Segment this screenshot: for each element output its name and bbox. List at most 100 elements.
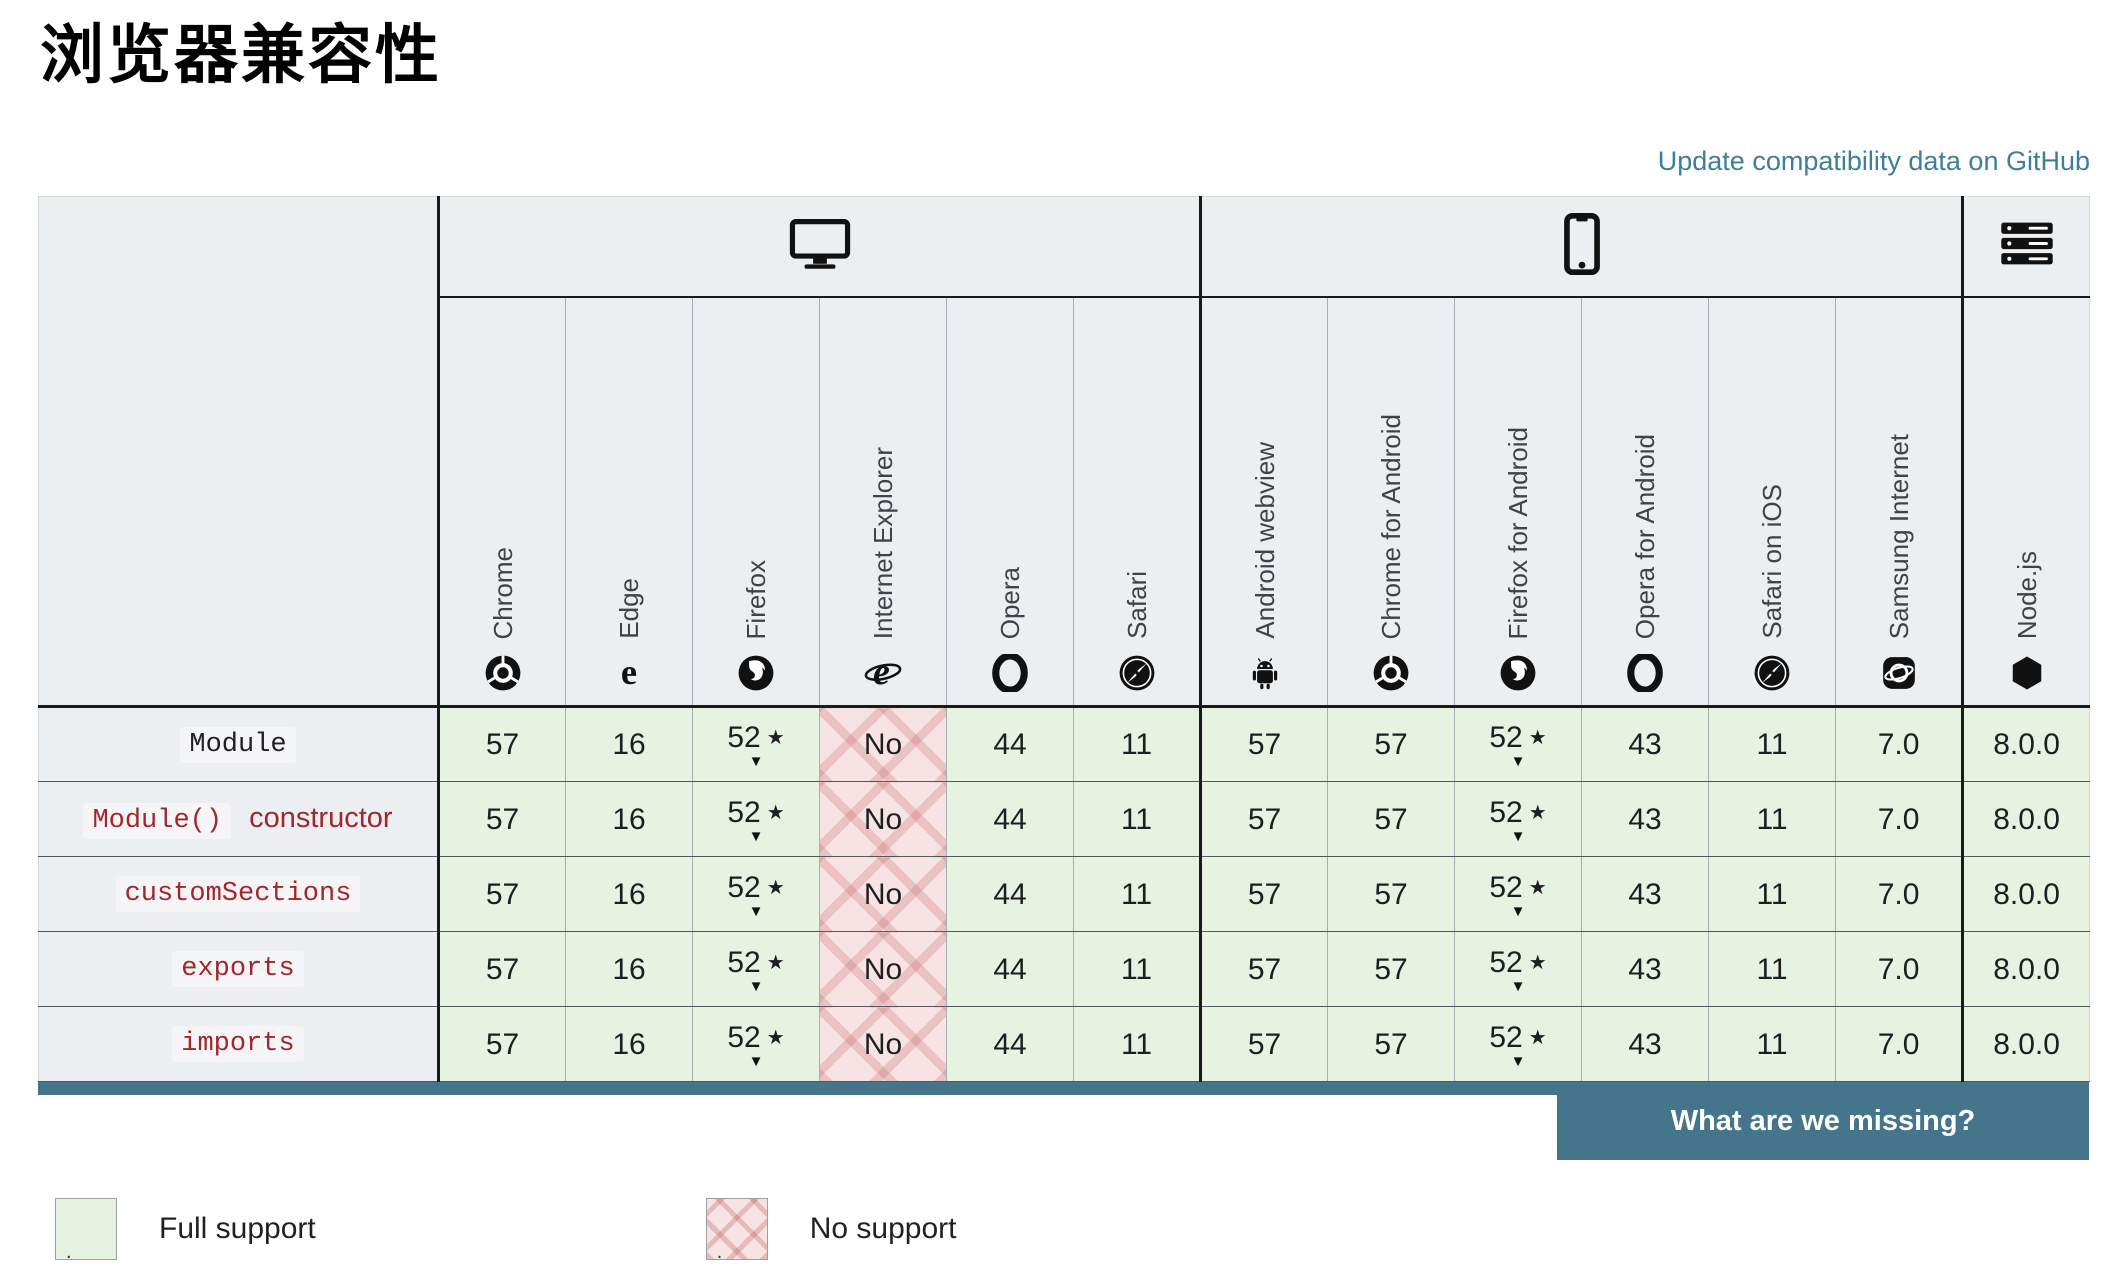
compat-cell-firefox-customsections[interactable]: 52 ★ ▼ <box>692 856 820 932</box>
chrome-icon <box>484 653 522 693</box>
compat-cell-firefox-module[interactable]: 52 ★ ▼ <box>692 781 820 857</box>
compat-cell-node-js-module: 8.0.0 <box>1961 706 2090 782</box>
compat-value: 16 <box>612 728 646 761</box>
compat-cell-samsung-internet-module: 7.0 <box>1835 781 1963 857</box>
browser-name-label: Chrome for Android <box>1376 413 1407 639</box>
note-indicator-icon: ▼ <box>1510 1052 1526 1070</box>
browser-name-label: Firefox for Android <box>1503 426 1534 639</box>
opera-icon <box>1626 653 1664 693</box>
compat-value: 44 <box>993 728 1027 761</box>
feature-row-module: Module 57 16 52 ★ ▼ No 44 11 57 57 52 ★ ▼ 43 11 7.0 8.0.0 <box>38 706 2090 782</box>
compat-cell-firefox-for-android-module[interactable]: 52 ★ ▼ <box>1454 706 1582 782</box>
compat-value: 44 <box>993 802 1027 836</box>
compat-value: No <box>863 877 903 911</box>
edge-icon: e <box>610 653 648 693</box>
compatibility-table-body: Module 57 16 52 ★ ▼ No 44 11 57 57 52 ★ ▼ 43 11 7.0 8.0.0… <box>38 706 2090 1082</box>
compat-cell-samsung-internet-imports: 7.0 <box>1835 1006 1963 1082</box>
compat-cell-internet-explorer-module: No <box>819 781 947 857</box>
browser-header-internet-explorer: Internet Explorer e <box>819 296 947 708</box>
compat-value: 57 <box>1374 952 1408 986</box>
no-support-swatch-icon: . <box>705 1198 768 1263</box>
compat-value: 16 <box>612 877 646 911</box>
compat-cell-firefox-for-android-exports[interactable]: 52 ★ ▼ <box>1454 931 1582 1007</box>
compat-value: 57 <box>1374 877 1408 911</box>
compat-value: 52 ★ <box>727 795 785 829</box>
compat-value: 8.0.0 <box>1993 728 2060 761</box>
compat-value: 57 <box>1374 802 1408 836</box>
compat-cell-chrome-for-android-module: 57 <box>1327 781 1455 857</box>
compat-cell-internet-explorer-customsections: No <box>819 856 947 932</box>
compat-cell-safari-module: 11 <box>1072 781 1201 857</box>
note-star-icon: ★ <box>1528 876 1547 899</box>
compat-cell-safari-on-ios-exports: 11 <box>1708 931 1836 1007</box>
feature-label-imports: imports <box>38 1006 439 1082</box>
note-indicator-icon: ▼ <box>1510 977 1526 995</box>
browser-name-label: Samsung Internet <box>1883 433 1914 639</box>
firefox-icon <box>1499 653 1537 693</box>
compat-cell-safari-on-ios-customsections: 11 <box>1708 856 1836 932</box>
compat-cell-firefox-module[interactable]: 52 ★ ▼ <box>692 706 820 782</box>
compat-value: 11 <box>1756 728 1788 761</box>
browser-name-label: Edge <box>614 578 644 639</box>
compat-cell-opera-for-android-module: 43 <box>1581 706 1709 782</box>
feature-code: exports <box>172 951 304 987</box>
compat-cell-internet-explorer-module: No <box>819 706 947 782</box>
compat-value: 7.0 <box>1877 802 1920 836</box>
compat-value: 8.0.0 <box>1993 952 2060 986</box>
compat-cell-android-webview-imports: 57 <box>1199 1006 1328 1082</box>
compat-value: 57 <box>1247 1027 1282 1061</box>
browser-header-opera-for-android: Opera for Android <box>1581 296 1709 708</box>
note-indicator-icon: ▼ <box>748 827 764 845</box>
compat-cell-safari-exports: 11 <box>1072 931 1201 1007</box>
compat-cell-chrome-customsections: 57 <box>437 856 566 932</box>
browser-header-row: Chrome Edge e Firefox Internet Explorer e Oper… <box>39 296 2090 708</box>
compat-value: 7.0 <box>1877 877 1920 911</box>
compat-cell-safari-module: 11 <box>1072 706 1201 782</box>
compat-cell-firefox-for-android-module[interactable]: 52 ★ ▼ <box>1454 781 1582 857</box>
legend-label: Full support <box>159 1212 316 1245</box>
compat-value: 52 ★ <box>1489 795 1547 829</box>
compatibility-table-container: Chrome Edge e Firefox Internet Explorer e Oper… <box>38 196 2091 1160</box>
note-star-icon: ★ <box>1528 1026 1547 1049</box>
note-indicator-icon: ▼ <box>1510 753 1526 770</box>
compat-cell-samsung-internet-exports: 7.0 <box>1835 931 1963 1007</box>
note-indicator-icon: ▼ <box>748 977 764 995</box>
compat-cell-firefox-for-android-imports[interactable]: 52 ★ ▼ <box>1454 1006 1582 1082</box>
compat-value: 11 <box>1120 1027 1153 1061</box>
browser-header-node-js: Node.js <box>1961 296 2090 708</box>
compat-value: 57 <box>485 728 520 761</box>
compat-cell-firefox-imports[interactable]: 52 ★ ▼ <box>692 1006 820 1082</box>
browser-header-opera: Opera <box>946 296 1074 708</box>
update-compat-data-link[interactable]: Update compatibility data on GitHub <box>1657 146 2090 176</box>
compat-cell-opera-exports: 44 <box>946 931 1074 1007</box>
page-title: 浏览器兼容性 <box>40 20 442 91</box>
compat-value: 11 <box>1756 1027 1788 1061</box>
platform-header-desktop <box>436 196 1201 298</box>
compat-value: 7.0 <box>1877 1027 1920 1061</box>
compat-value: 11 <box>1120 802 1153 836</box>
compat-cell-firefox-for-android-customsections[interactable]: 52 ★ ▼ <box>1454 856 1582 932</box>
what-are-we-missing-button[interactable]: What are we missing? <box>1557 1082 2089 1160</box>
feature-row-module: Module() constructor 57 16 52 ★ ▼ No 44 11 57 57 52… <box>38 781 2090 857</box>
compat-value: 43 <box>1628 952 1662 986</box>
swatch-mini-mark: . <box>716 1241 723 1263</box>
note-star-icon: ★ <box>766 1026 785 1049</box>
safari-icon <box>1753 653 1791 693</box>
compat-value: 7.0 <box>1877 728 1920 761</box>
browser-name-label: Internet Explorer <box>868 446 898 639</box>
compat-value: 57 <box>1247 952 1282 986</box>
browser-header-firefox-for-android: Firefox for Android <box>1454 296 1582 708</box>
compat-value: 52 ★ <box>727 945 785 979</box>
compat-value: 52 ★ <box>727 721 785 754</box>
browser-name-label: Opera for Android <box>1630 433 1661 639</box>
compat-cell-chrome-for-android-exports: 57 <box>1327 931 1455 1007</box>
browser-header-edge: Edge e <box>565 296 693 708</box>
compat-cell-chrome-for-android-module: 57 <box>1327 706 1455 782</box>
browser-header-android-webview: Android webview <box>1199 296 1328 708</box>
compat-value: No <box>863 952 903 986</box>
compat-cell-opera-for-android-customsections: 43 <box>1581 856 1709 932</box>
compat-cell-firefox-exports[interactable]: 52 ★ ▼ <box>692 931 820 1007</box>
compat-cell-samsung-internet-module: 7.0 <box>1835 706 1963 782</box>
compat-value: 8.0.0 <box>1993 802 2060 836</box>
compat-cell-opera-for-android-exports: 43 <box>1581 931 1709 1007</box>
